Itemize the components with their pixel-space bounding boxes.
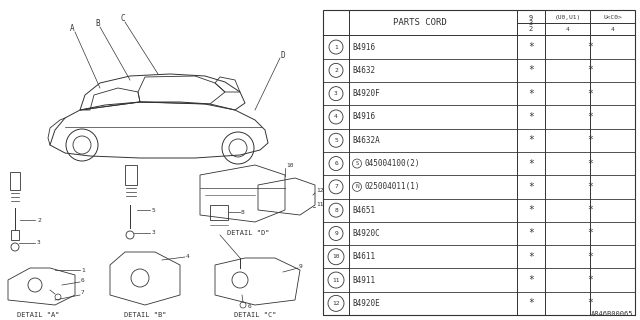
Text: *: * — [587, 298, 593, 308]
Text: B4916: B4916 — [352, 43, 375, 52]
Text: U<C0>: U<C0> — [603, 15, 622, 20]
Text: 8: 8 — [241, 210, 244, 214]
Text: 8: 8 — [334, 208, 338, 213]
Text: *: * — [587, 252, 593, 262]
Text: *: * — [587, 89, 593, 99]
Text: 9: 9 — [299, 265, 303, 269]
Text: 4: 4 — [334, 115, 338, 119]
Text: B4911: B4911 — [352, 276, 375, 284]
Text: B4920F: B4920F — [352, 89, 380, 98]
Text: *: * — [587, 112, 593, 122]
Text: *: * — [587, 205, 593, 215]
Text: 12: 12 — [332, 301, 340, 306]
Text: 5: 5 — [334, 138, 338, 143]
Text: *: * — [528, 112, 534, 122]
Text: *: * — [528, 65, 534, 75]
Text: C: C — [121, 13, 125, 22]
Text: 2: 2 — [334, 68, 338, 73]
Text: 9: 9 — [334, 231, 338, 236]
Text: 6: 6 — [81, 277, 84, 283]
Text: *: * — [528, 205, 534, 215]
Text: *: * — [528, 182, 534, 192]
Text: *: * — [587, 275, 593, 285]
Text: PARTS CORD: PARTS CORD — [393, 19, 447, 28]
Bar — [323, 11, 635, 315]
Text: B4920E: B4920E — [352, 299, 380, 308]
Text: 5: 5 — [152, 207, 156, 212]
Text: 4: 4 — [186, 253, 189, 259]
Text: 1: 1 — [81, 268, 84, 273]
Text: 3: 3 — [334, 91, 338, 96]
Text: DETAIL "D": DETAIL "D" — [227, 230, 269, 236]
Text: *: * — [587, 182, 593, 192]
Text: 10: 10 — [286, 163, 294, 167]
Text: 6: 6 — [248, 305, 252, 309]
Text: DETAIL "A": DETAIL "A" — [17, 312, 60, 318]
Text: *: * — [528, 298, 534, 308]
Text: B4920C: B4920C — [352, 229, 380, 238]
Text: 12: 12 — [316, 188, 323, 193]
Text: *: * — [528, 42, 534, 52]
Text: A846B00065: A846B00065 — [591, 311, 633, 317]
Text: 025004011(1): 025004011(1) — [364, 182, 419, 191]
Text: *: * — [587, 228, 593, 238]
FancyBboxPatch shape — [10, 172, 20, 190]
Text: *: * — [587, 158, 593, 169]
Text: 7: 7 — [81, 291, 84, 295]
Text: 11: 11 — [316, 203, 323, 207]
Text: N: N — [355, 184, 359, 189]
Text: *: * — [528, 135, 534, 145]
Text: *: * — [528, 158, 534, 169]
Text: B4611: B4611 — [352, 252, 375, 261]
FancyBboxPatch shape — [125, 165, 137, 185]
Text: 1: 1 — [334, 44, 338, 50]
Text: 6: 6 — [334, 161, 338, 166]
FancyBboxPatch shape — [11, 230, 19, 240]
Text: 7: 7 — [334, 184, 338, 189]
Text: 3: 3 — [529, 20, 533, 26]
Text: (U0,U1): (U0,U1) — [554, 15, 580, 20]
Text: 3: 3 — [152, 230, 156, 236]
Text: A: A — [70, 23, 74, 33]
Text: *: * — [587, 135, 593, 145]
Text: 9: 9 — [529, 15, 533, 21]
Text: *: * — [528, 89, 534, 99]
Text: B4632: B4632 — [352, 66, 375, 75]
Text: *: * — [587, 65, 593, 75]
Text: *: * — [528, 275, 534, 285]
Text: *: * — [528, 228, 534, 238]
Text: D: D — [281, 51, 285, 60]
Text: B4916: B4916 — [352, 112, 375, 122]
Text: 11: 11 — [332, 277, 340, 283]
Text: 045004100(2): 045004100(2) — [364, 159, 419, 168]
Text: B4632A: B4632A — [352, 136, 380, 145]
Text: 3: 3 — [37, 241, 41, 245]
Text: S: S — [355, 161, 358, 166]
Text: *: * — [528, 252, 534, 262]
Text: *: * — [587, 42, 593, 52]
Text: 2: 2 — [529, 26, 533, 32]
FancyBboxPatch shape — [210, 205, 228, 220]
Text: 4: 4 — [611, 27, 614, 32]
Text: 2: 2 — [37, 218, 41, 222]
Text: 10: 10 — [332, 254, 340, 259]
Text: DETAIL "C": DETAIL "C" — [234, 312, 276, 318]
Text: B: B — [96, 19, 100, 28]
Text: DETAIL "B": DETAIL "B" — [124, 312, 166, 318]
Text: 4: 4 — [566, 27, 570, 32]
Text: B4651: B4651 — [352, 206, 375, 215]
